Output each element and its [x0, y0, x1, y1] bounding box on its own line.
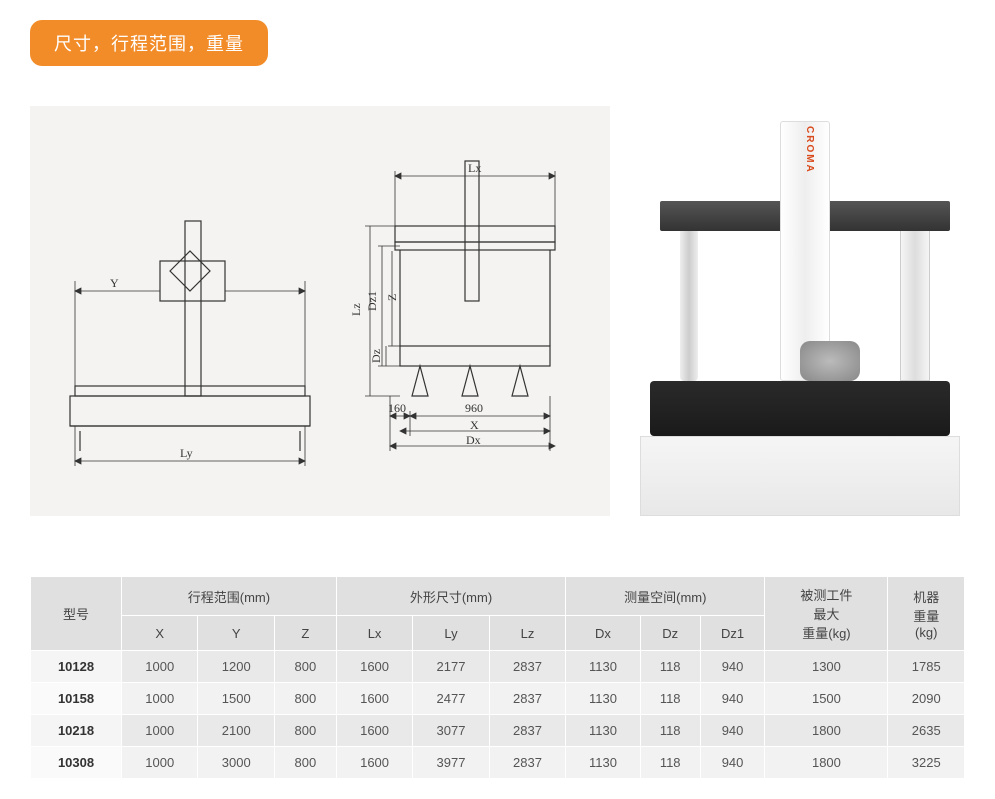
- cell-Dz: 118: [640, 651, 700, 683]
- cell-wt: 3225: [888, 747, 965, 779]
- cell-Ly: 3977: [413, 747, 489, 779]
- dim-label-dx: Dx: [466, 433, 481, 447]
- cell-Lx: 1600: [336, 715, 412, 747]
- cell-Z: 800: [274, 683, 336, 715]
- dim-label-lx: Lx: [468, 161, 481, 175]
- cell-model: 10128: [31, 651, 122, 683]
- brand-label: CROMA: [795, 126, 815, 186]
- cell-Lz: 2837: [489, 683, 565, 715]
- cell-Lx: 1600: [336, 651, 412, 683]
- cell-X: 1000: [122, 683, 198, 715]
- cell-Y: 3000: [198, 747, 274, 779]
- cell-Ly: 2477: [413, 683, 489, 715]
- colgroup-space: 测量空间(mm): [566, 577, 765, 616]
- cell-load: 1500: [765, 683, 888, 715]
- cell-Lx: 1600: [336, 747, 412, 779]
- sub-lz: Lz: [489, 616, 565, 651]
- cell-model: 10158: [31, 683, 122, 715]
- sub-y: Y: [198, 616, 274, 651]
- cell-model: 10308: [31, 747, 122, 779]
- cell-Dz: 118: [640, 683, 700, 715]
- cell-Z: 800: [274, 747, 336, 779]
- col-workload: 被测工件 最大 重量(kg): [765, 577, 888, 651]
- dim-label-x: X: [470, 418, 479, 432]
- sub-dz: Dz: [640, 616, 700, 651]
- dimension-diagrams: Y Ly: [30, 106, 610, 516]
- cell-X: 1000: [122, 651, 198, 683]
- sub-dx: Dx: [566, 616, 641, 651]
- cell-Z: 800: [274, 651, 336, 683]
- dim-label-y: Y: [110, 276, 119, 290]
- product-photo: CROMA: [630, 106, 970, 536]
- dim-label-dz: Dz: [369, 349, 383, 363]
- cell-Z: 800: [274, 715, 336, 747]
- cell-Ly: 2177: [413, 651, 489, 683]
- cell-Dz1: 940: [700, 747, 765, 779]
- cell-Y: 1200: [198, 651, 274, 683]
- sub-x: X: [122, 616, 198, 651]
- cell-load: 1800: [765, 747, 888, 779]
- spec-table-body: 1012810001200800160021772837113011894013…: [31, 651, 965, 779]
- dim-label-dz1: Dz1: [365, 291, 379, 311]
- cell-Lz: 2837: [489, 651, 565, 683]
- cmm-machine-illustration: CROMA: [630, 106, 970, 536]
- front-view-diagram: Y Ly: [50, 161, 330, 481]
- dim-num-960: 960: [465, 401, 483, 415]
- figure-row: Y Ly: [30, 106, 965, 536]
- cell-wt: 2090: [888, 683, 965, 715]
- cell-X: 1000: [122, 715, 198, 747]
- cell-Dx: 1130: [566, 683, 641, 715]
- cell-Lx: 1600: [336, 683, 412, 715]
- table-row: 1021810002100800160030772837113011894018…: [31, 715, 965, 747]
- cell-load: 1800: [765, 715, 888, 747]
- cell-load: 1300: [765, 651, 888, 683]
- colgroup-travel: 行程范围(mm): [122, 577, 337, 616]
- cell-Dz: 118: [640, 747, 700, 779]
- dim-num-160: 160: [388, 401, 406, 415]
- cell-Y: 1500: [198, 683, 274, 715]
- sub-dz1: Dz1: [700, 616, 765, 651]
- table-row: 1030810003000800160039772837113011894018…: [31, 747, 965, 779]
- section-title-text: 尺寸，行程范围，重量: [54, 34, 244, 54]
- cell-Dz1: 940: [700, 683, 765, 715]
- cell-Dz1: 940: [700, 715, 765, 747]
- cell-wt: 1785: [888, 651, 965, 683]
- cell-Dz: 118: [640, 715, 700, 747]
- side-view-diagram: Lx Lz Dz1 Z Dz: [340, 151, 590, 491]
- cell-wt: 2635: [888, 715, 965, 747]
- spec-table-head: 型号 行程范围(mm) 外形尺寸(mm) 测量空间(mm) 被测工件 最大 重量…: [31, 577, 965, 651]
- cell-Dz1: 940: [700, 651, 765, 683]
- spec-table: 型号 行程范围(mm) 外形尺寸(mm) 测量空间(mm) 被测工件 最大 重量…: [30, 576, 965, 779]
- cell-Y: 2100: [198, 715, 274, 747]
- sub-z: Z: [274, 616, 336, 651]
- table-row: 1012810001200800160021772837113011894013…: [31, 651, 965, 683]
- col-weight: 机器 重量 (kg): [888, 577, 965, 651]
- dim-label-lz: Lz: [349, 303, 363, 316]
- col-model: 型号: [31, 577, 122, 651]
- cell-X: 1000: [122, 747, 198, 779]
- cell-Dx: 1130: [566, 715, 641, 747]
- dim-label-z: Z: [385, 294, 399, 301]
- cell-Lz: 2837: [489, 715, 565, 747]
- cell-Dx: 1130: [566, 747, 641, 779]
- sub-ly: Ly: [413, 616, 489, 651]
- dim-label-ly: Ly: [180, 446, 193, 460]
- colgroup-outer: 外形尺寸(mm): [336, 577, 565, 616]
- cell-model: 10218: [31, 715, 122, 747]
- section-title-pill: 尺寸，行程范围，重量: [30, 20, 268, 66]
- sub-lx: Lx: [336, 616, 412, 651]
- cell-Dx: 1130: [566, 651, 641, 683]
- cell-Ly: 3077: [413, 715, 489, 747]
- cell-Lz: 2837: [489, 747, 565, 779]
- table-row: 1015810001500800160024772837113011894015…: [31, 683, 965, 715]
